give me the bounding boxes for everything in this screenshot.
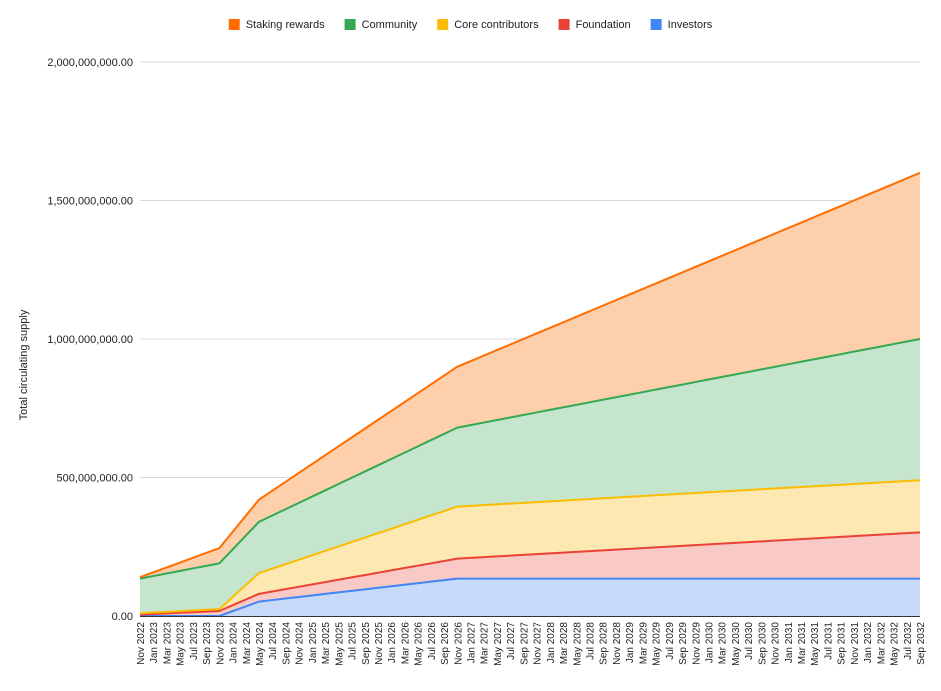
x-tick-label: May 2031: [810, 622, 821, 666]
x-tick-label: Jul 2023: [189, 622, 200, 660]
x-tick-labels: Nov 2022 Jan 2023 Mar 2023 May 2023 Jul 2023…: [136, 622, 927, 666]
x-tick-label: Jan 2028: [546, 622, 557, 664]
plot-lines: [139, 171, 921, 617]
x-tick-label: Sep 2032: [916, 622, 927, 665]
x-tick-label: May 2026: [414, 622, 425, 666]
line-community: [139, 338, 921, 580]
x-tick-label: Sep 2023: [202, 622, 213, 665]
x-tick-label: May 2028: [572, 622, 583, 666]
area-core-contributors: [140, 480, 920, 615]
x-tick-label: Jul 2030: [744, 622, 755, 660]
x-tick-label: Jan 2029: [625, 622, 636, 664]
x-tick-label: Mar 2024: [242, 622, 253, 665]
legend-label: Staking rewards: [246, 19, 325, 31]
x-tick-label: Jan 2024: [229, 622, 240, 664]
x-tick-label: Mar 2025: [321, 622, 332, 665]
x-tick-label: Jan 2025: [308, 622, 319, 664]
x-tick-label: Nov 2028: [612, 622, 623, 665]
legend-label: Community: [362, 19, 418, 31]
x-tick-label: Nov 2022: [136, 622, 147, 665]
x-tick-label: Jul 2027: [506, 622, 517, 660]
x-tick-label: Mar 2023: [162, 622, 173, 665]
x-tick-label: Mar 2028: [559, 622, 570, 665]
x-tick-label: Mar 2031: [797, 622, 808, 665]
x-tick-label: Jan 2026: [387, 622, 398, 664]
x-tick-label: Sep 2026: [440, 622, 451, 665]
y-axis-label: Total circulating supply: [18, 309, 30, 420]
x-tick-label: Mar 2029: [638, 622, 649, 665]
x-tick-label: Mar 2030: [718, 622, 729, 665]
legend-label: Core contributors: [454, 19, 539, 31]
x-tick-label: Jul 2025: [348, 622, 359, 660]
x-tick-label: Jan 2032: [863, 622, 874, 664]
x-tick-label: Jul 2029: [665, 622, 676, 660]
legend-item: Foundation: [558, 19, 631, 31]
line-investors: [140, 577, 920, 617]
x-tick-label: Jan 2031: [784, 622, 795, 664]
legend: Staking rewards Community Core contributor…: [228, 19, 713, 31]
x-tick-label: Jan 2023: [149, 622, 160, 664]
x-tick-label: Sep 2028: [599, 622, 610, 665]
x-tick-label: May 2024: [255, 622, 266, 666]
x-tick-label: Mar 2026: [400, 622, 411, 665]
x-tick-label: Sep 2025: [361, 622, 372, 665]
legend-item: Community: [344, 19, 418, 31]
legend-item: Staking rewards: [228, 19, 325, 31]
x-tick-label: May 2029: [652, 622, 663, 666]
x-tick-label: Jan 2027: [467, 622, 478, 664]
legend-label: Investors: [668, 19, 713, 31]
x-tick-label: Nov 2029: [691, 622, 702, 665]
area-community: [140, 339, 920, 614]
x-tick-label: Jul 2031: [823, 622, 834, 660]
x-tick-label: Sep 2024: [281, 622, 292, 665]
y-tick-label: 500,000,000.00: [57, 473, 133, 485]
legend-swatch: [228, 19, 240, 30]
line-staking-rewards: [139, 171, 921, 579]
x-tick-label: Nov 2024: [295, 622, 306, 665]
legend-swatch: [344, 19, 356, 30]
x-tick-label: Mar 2032: [876, 622, 887, 665]
x-tick-label: May 2027: [493, 622, 504, 666]
x-tick-label: Jul 2032: [903, 622, 914, 660]
x-tick-label: Jul 2026: [427, 622, 438, 660]
y-tick-label: 2,000,000,000.00: [47, 57, 133, 69]
x-tick-label: Nov 2026: [453, 622, 464, 665]
x-tick-label: Jul 2024: [268, 622, 279, 660]
x-tick-label: May 2025: [334, 622, 345, 666]
x-tick-label: Nov 2031: [850, 622, 861, 665]
legend-swatch: [558, 19, 570, 30]
line-core-contributors: [139, 479, 921, 615]
area-foundation: [140, 532, 920, 616]
plot-areas: [140, 172, 920, 616]
area-investors: [140, 578, 920, 616]
x-tick-label: Nov 2027: [533, 622, 544, 665]
x-tick-label: May 2032: [890, 622, 901, 666]
legend-item: Investors: [650, 19, 713, 31]
x-tick-label: Sep 2027: [519, 622, 530, 665]
x-tick-label: Mar 2027: [480, 622, 491, 665]
y-tick-label: 0.00: [112, 611, 133, 623]
area-staking-rewards: [140, 172, 920, 579]
x-tick-label: Jan 2030: [704, 622, 715, 664]
x-tick-label: May 2023: [176, 622, 187, 666]
line-foundation: [139, 531, 921, 616]
legend-swatch: [437, 19, 449, 30]
x-tick-label: Jul 2028: [585, 622, 596, 660]
legend-label: Foundation: [576, 19, 631, 31]
legend-item: Core contributors: [437, 19, 539, 31]
x-tick-label: Sep 2030: [757, 622, 768, 665]
x-tick-label: May 2030: [731, 622, 742, 666]
y-tick-labels: 0.00 500,000,000.00 1,000,000,000.00 1,500,…: [47, 57, 133, 623]
x-tick-label: Nov 2030: [771, 622, 782, 665]
legend-swatch: [650, 19, 662, 30]
y-tick-label: 1,500,000,000.00: [47, 196, 133, 208]
x-tick-label: Sep 2031: [837, 622, 848, 665]
x-tick-label: Sep 2029: [678, 622, 689, 665]
x-tick-label: Nov 2023: [215, 622, 226, 665]
x-tick-label: Nov 2025: [374, 622, 385, 665]
y-tick-label: 1,000,000,000.00: [47, 334, 133, 346]
